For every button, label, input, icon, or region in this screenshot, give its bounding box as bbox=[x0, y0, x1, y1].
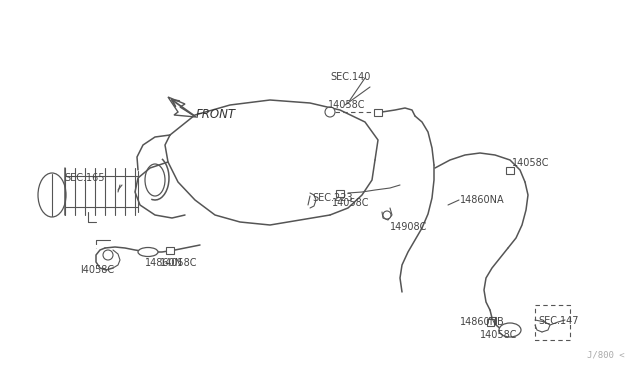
Bar bbox=[486, 318, 493, 326]
Bar bbox=[506, 167, 514, 173]
Text: 14058C: 14058C bbox=[328, 100, 365, 110]
Text: FRONT: FRONT bbox=[196, 108, 236, 121]
Text: 14860NA: 14860NA bbox=[460, 195, 504, 205]
Polygon shape bbox=[168, 97, 196, 117]
Text: 14058C: 14058C bbox=[480, 330, 518, 340]
Bar bbox=[488, 317, 495, 324]
Text: SEC.165: SEC.165 bbox=[64, 173, 104, 183]
Text: 14058C: 14058C bbox=[332, 198, 369, 208]
Text: SEC.140: SEC.140 bbox=[330, 72, 371, 82]
Text: J/800 <: J/800 < bbox=[588, 351, 625, 360]
Text: l4058C: l4058C bbox=[80, 265, 114, 275]
Bar bbox=[166, 247, 174, 253]
Ellipse shape bbox=[138, 247, 158, 257]
Text: 14860N: 14860N bbox=[145, 258, 183, 268]
Circle shape bbox=[325, 107, 335, 117]
Text: SEC.223: SEC.223 bbox=[312, 193, 353, 203]
Text: 14908C: 14908C bbox=[390, 222, 428, 232]
Bar bbox=[336, 189, 344, 196]
Bar bbox=[374, 109, 382, 115]
Text: 14058C: 14058C bbox=[160, 258, 198, 268]
Text: SEC.147: SEC.147 bbox=[538, 316, 579, 326]
Text: 14860NB: 14860NB bbox=[460, 317, 505, 327]
Text: 14058C: 14058C bbox=[512, 158, 550, 168]
Circle shape bbox=[383, 211, 391, 219]
Circle shape bbox=[103, 250, 113, 260]
Ellipse shape bbox=[499, 323, 521, 337]
